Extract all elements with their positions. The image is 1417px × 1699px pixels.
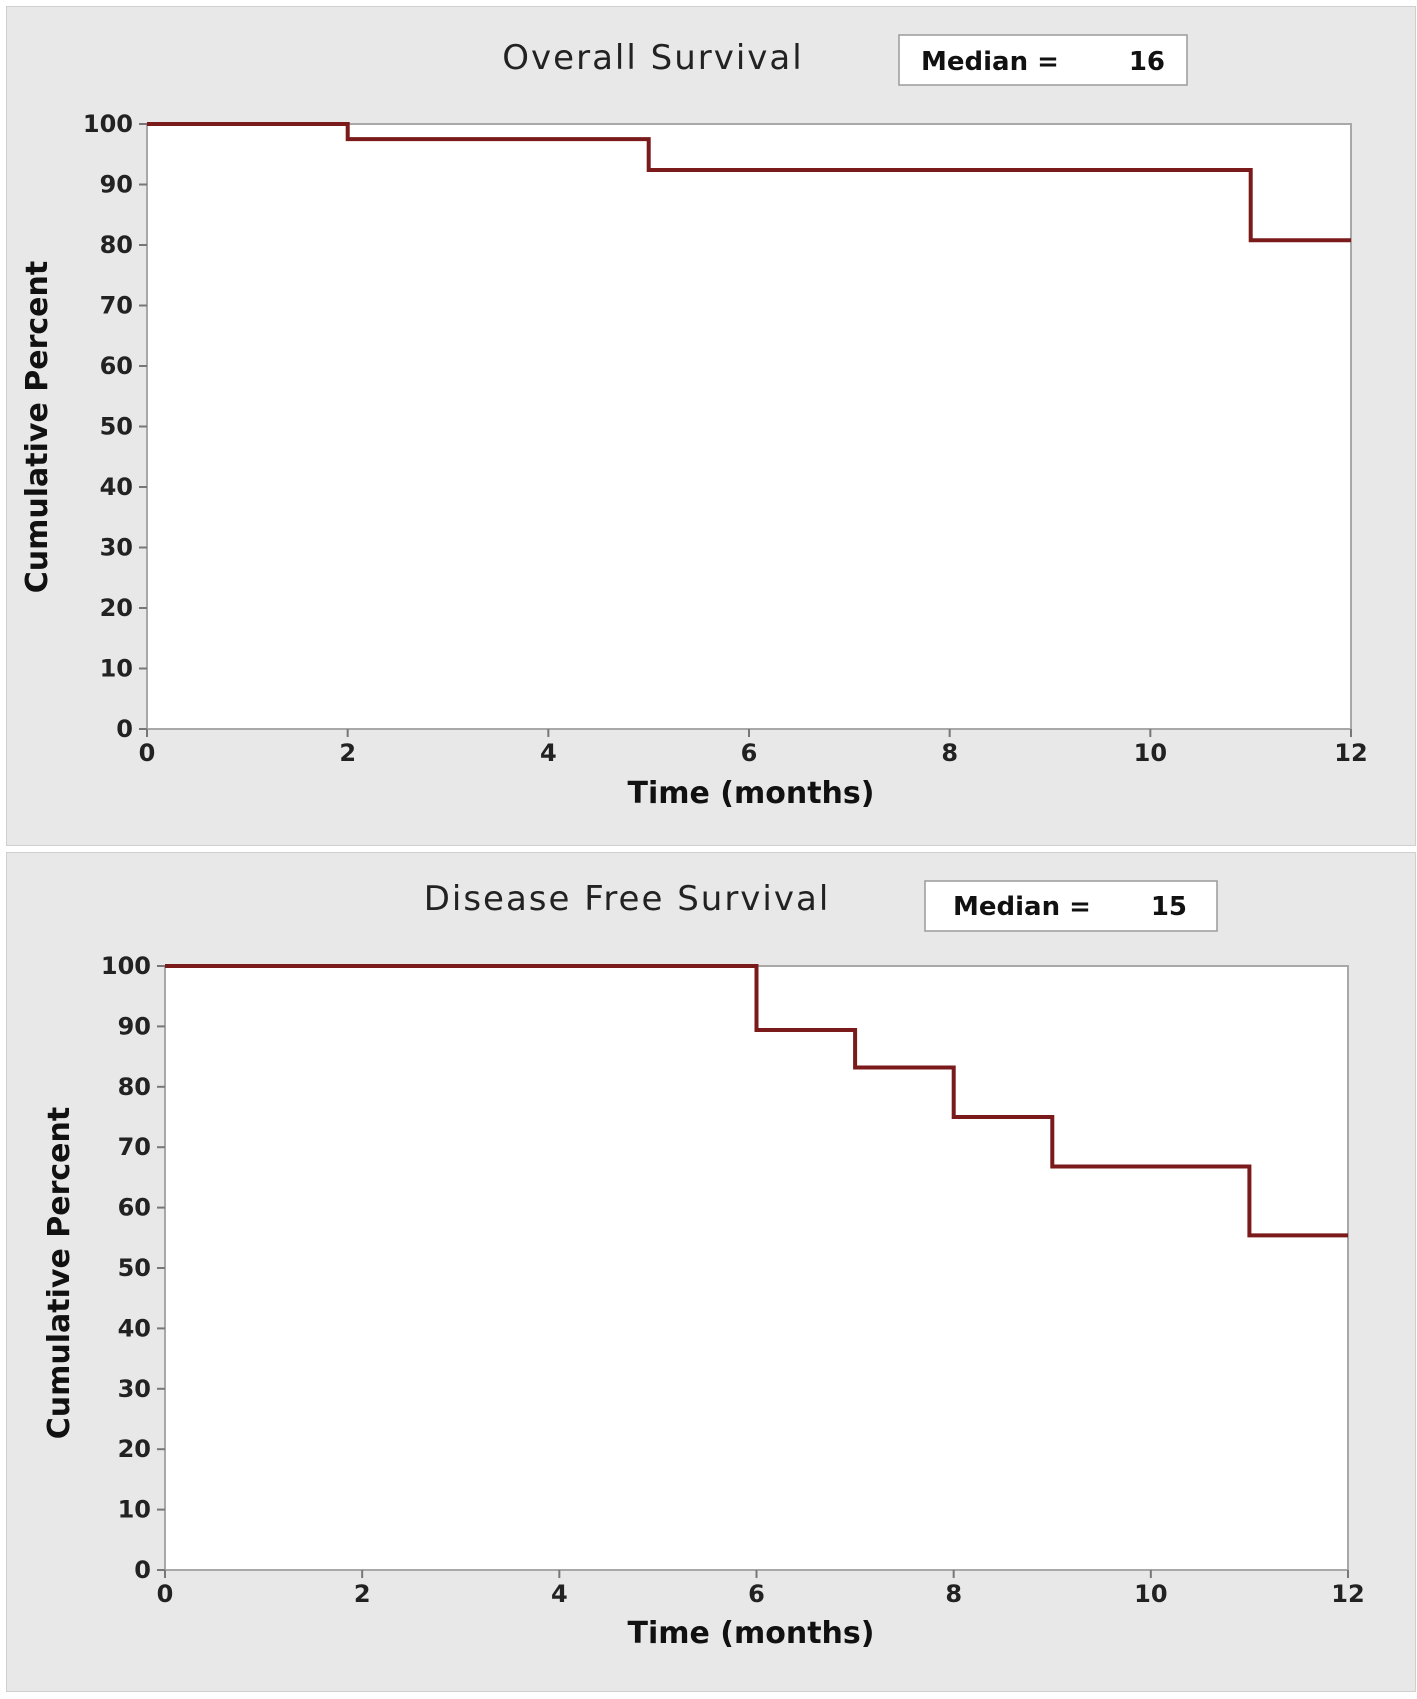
y-tick-label: 10 — [118, 1496, 151, 1524]
median-box: Median = 15 — [924, 880, 1218, 932]
median-label: Median = — [953, 892, 1091, 922]
y-tick-label: 90 — [118, 1012, 151, 1040]
median-label: Median = — [921, 47, 1059, 77]
plot-frame — [164, 965, 1349, 1571]
x-tick-label: 4 — [540, 739, 557, 767]
y-tick-label: 90 — [100, 171, 133, 199]
y-tick-label: 30 — [100, 534, 133, 562]
x-tick-label: 0 — [157, 1580, 174, 1608]
x-tick-label: 12 — [1334, 739, 1367, 767]
plot-area: 0 10 20 30 40 50 60 70 80 90 100 0 2 4 6 8 10 12 — [101, 952, 1365, 1608]
x-tick-label: 2 — [354, 1580, 371, 1608]
x-axis-label: Time (months) — [627, 776, 874, 811]
y-tick-label: 40 — [100, 473, 133, 501]
median-value: 16 — [1129, 47, 1165, 77]
y-tick-label: 50 — [100, 413, 133, 441]
y-tick-label: 70 — [100, 292, 133, 320]
overall-survival-panel: Overall Survival Median = 16 Time (month… — [6, 6, 1416, 846]
chart-title: Overall Survival — [502, 38, 803, 78]
y-tick-label: 80 — [100, 231, 133, 259]
x-tick-label: 10 — [1134, 1580, 1167, 1608]
y-axis-label: Cumulative Percent — [42, 1107, 77, 1439]
y-tick-label: 30 — [118, 1375, 151, 1403]
y-tick-label: 40 — [118, 1314, 151, 1342]
x-tick-label: 8 — [941, 739, 958, 767]
overall-survival-chart: Overall Survival Median = 16 Time (month… — [20, 34, 1368, 811]
y-tick-label: 80 — [118, 1073, 151, 1101]
y-tick-label: 60 — [100, 352, 133, 380]
x-tick-label: 12 — [1331, 1580, 1364, 1608]
y-tick-label: 50 — [118, 1254, 151, 1282]
y-tick-label: 70 — [118, 1133, 151, 1161]
x-tick-label: 4 — [551, 1580, 568, 1608]
x-tick-label: 10 — [1134, 739, 1167, 767]
x-tick-label: 8 — [945, 1580, 962, 1608]
x-tick-label: 6 — [748, 1580, 765, 1608]
y-tick-label: 60 — [118, 1194, 151, 1222]
disease-free-survival-panel: Disease Free Survival Median = 15 Time (… — [6, 852, 1416, 1692]
median-value: 15 — [1151, 892, 1187, 922]
y-tick-label: 20 — [100, 594, 133, 622]
plot-frame — [146, 123, 1352, 730]
y-tick-label: 0 — [116, 715, 133, 743]
x-tick-label: 6 — [741, 739, 758, 767]
x-axis-label: Time (months) — [627, 1616, 874, 1651]
x-tick-label: 2 — [339, 739, 356, 767]
y-tick-label: 10 — [100, 655, 133, 683]
median-box: Median = 16 — [898, 34, 1188, 86]
x-tick-label: 0 — [139, 739, 156, 767]
disease-free-survival-chart: Disease Free Survival Median = 15 Time (… — [42, 879, 1365, 1651]
y-axis-label: Cumulative Percent — [20, 261, 55, 593]
chart-title: Disease Free Survival — [424, 879, 831, 919]
survival-step-line — [165, 964, 1348, 1238]
y-tick-label: 0 — [134, 1556, 151, 1584]
survival-step-line — [147, 122, 1351, 243]
y-tick-label: 20 — [118, 1435, 151, 1463]
y-tick-label: 100 — [83, 110, 133, 138]
y-tick-label: 100 — [101, 952, 151, 980]
plot-area: 0 10 20 30 40 50 60 70 80 90 100 0 2 4 6 8 10 12 — [83, 110, 1368, 767]
